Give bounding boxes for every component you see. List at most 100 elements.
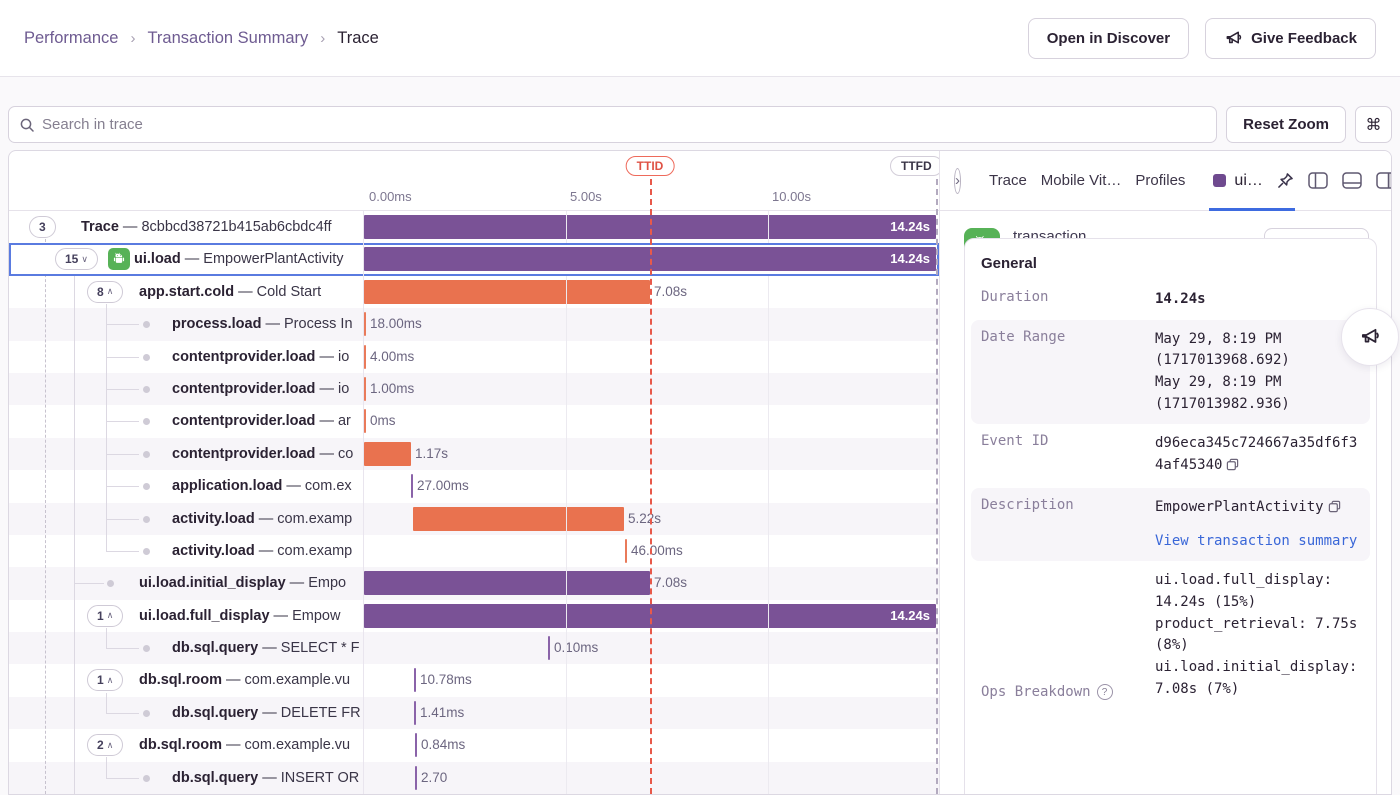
- span-row-label-cell[interactable]: 3Trace — 8cbbcd38721b415ab6cbdc4ff: [9, 211, 364, 243]
- command-shortcut-button[interactable]: ⌘: [1355, 106, 1392, 143]
- span-row-contentprovider.load[interactable]: contentprovider.load — io4.00ms: [9, 341, 939, 373]
- span-duration-bar[interactable]: [364, 345, 366, 369]
- span-row-label-cell[interactable]: activity.load — com.examp: [9, 535, 364, 567]
- span-row-bar-cell[interactable]: 1.17s: [364, 438, 939, 470]
- span-row-label-cell[interactable]: contentprovider.load — io: [9, 373, 364, 405]
- breadcrumb-performance[interactable]: Performance: [24, 29, 118, 48]
- tab-ui-load-active[interactable]: ui…: [1213, 151, 1262, 211]
- span-row-db.sql.room[interactable]: 2∧db.sql.room — com.example.vu0.84ms: [9, 729, 939, 761]
- span-row-bar-cell[interactable]: 0ms: [364, 405, 939, 437]
- span-duration-bar[interactable]: [415, 766, 417, 790]
- span-row-bar-cell[interactable]: 2.70: [364, 762, 939, 794]
- span-row-bar-cell[interactable]: 14.24s: [364, 211, 939, 243]
- span-duration-bar[interactable]: 14.24s: [364, 247, 936, 271]
- tab-profiles[interactable]: Profiles: [1135, 172, 1185, 189]
- span-duration-bar[interactable]: [364, 280, 650, 304]
- help-icon[interactable]: ?: [1097, 684, 1113, 700]
- span-duration-bar[interactable]: [625, 539, 627, 563]
- span-row-ui.load.full_display[interactable]: 1∧ui.load.full_display — Empow14.24s: [9, 600, 939, 632]
- span-row-label-cell[interactable]: contentprovider.load — co: [9, 438, 364, 470]
- span-row-label-cell[interactable]: 1∧db.sql.room — com.example.vu: [9, 664, 364, 696]
- span-duration-bar[interactable]: [364, 377, 366, 401]
- span-row-label-cell[interactable]: db.sql.query — SELECT * F: [9, 632, 364, 664]
- span-row-label-cell[interactable]: 8∧app.start.cold — Cold Start: [9, 276, 364, 308]
- search-input-wrapper[interactable]: [8, 106, 1217, 143]
- span-row-db.sql.query[interactable]: db.sql.query — SELECT * F0.10ms: [9, 632, 939, 664]
- span-row-activity.load[interactable]: activity.load — com.examp5.22s: [9, 503, 939, 535]
- view-transaction-summary-link[interactable]: View transaction summary: [1155, 531, 1357, 553]
- span-row-bar-cell[interactable]: 27.00ms: [364, 470, 939, 502]
- span-row-bar-cell[interactable]: 1.41ms: [364, 697, 939, 729]
- span-duration-bar[interactable]: [364, 312, 366, 336]
- span-duration-bar[interactable]: [415, 733, 417, 757]
- layout-right-icon[interactable]: [1376, 172, 1392, 189]
- span-row-label-cell[interactable]: ui.load.initial_display — Empo: [9, 567, 364, 599]
- span-row-bar-cell[interactable]: 0.84ms: [364, 729, 939, 761]
- span-row-bar-cell[interactable]: 1.00ms: [364, 373, 939, 405]
- span-row-activity.load[interactable]: activity.load — com.examp46.00ms: [9, 535, 939, 567]
- reset-zoom-button[interactable]: Reset Zoom: [1226, 106, 1346, 143]
- feedback-float-button[interactable]: [1341, 308, 1399, 366]
- span-row-label-cell[interactable]: application.load — com.ex: [9, 470, 364, 502]
- layout-bottom-icon[interactable]: [1342, 172, 1362, 189]
- span-row-application.load[interactable]: application.load — com.ex27.00ms: [9, 470, 939, 502]
- copy-icon[interactable]: [1328, 499, 1341, 521]
- pin-icon[interactable]: [1277, 172, 1294, 189]
- layout-left-icon[interactable]: [1308, 172, 1328, 189]
- span-duration-bar[interactable]: [414, 701, 416, 725]
- span-row-db.sql.query[interactable]: db.sql.query — DELETE FR1.41ms: [9, 697, 939, 729]
- span-children-badge[interactable]: 1∧: [87, 669, 123, 691]
- span-row-label-cell[interactable]: process.load — Process In: [9, 308, 364, 340]
- span-duration-bar[interactable]: [548, 636, 550, 660]
- span-duration-bar[interactable]: 14.24s: [364, 604, 936, 628]
- span-row-bar-cell[interactable]: 10.78ms: [364, 664, 939, 696]
- tab-trace[interactable]: Trace: [989, 172, 1027, 189]
- span-row-label-cell[interactable]: db.sql.query — DELETE FR: [9, 697, 364, 729]
- span-row-ui.load.initial_display[interactable]: ui.load.initial_display — Empo7.08s: [9, 567, 939, 599]
- span-row-label-cell[interactable]: contentprovider.load — ar: [9, 405, 364, 437]
- span-row-label-cell[interactable]: 15∨ui.load — EmpowerPlantActivity: [9, 243, 364, 275]
- span-duration-bar[interactable]: [411, 474, 413, 498]
- span-duration-bar[interactable]: [413, 507, 624, 531]
- give-feedback-button[interactable]: Give Feedback: [1205, 18, 1376, 59]
- span-duration-bar[interactable]: [364, 442, 411, 466]
- span-children-badge[interactable]: 8∧: [87, 281, 123, 303]
- span-row-bar-cell[interactable]: 46.00ms: [364, 535, 939, 567]
- span-row-contentprovider.load[interactable]: contentprovider.load — io1.00ms: [9, 373, 939, 405]
- span-row-bar-cell[interactable]: 18.00ms: [364, 308, 939, 340]
- span-row-label-cell[interactable]: db.sql.query — INSERT OR: [9, 762, 364, 794]
- span-duration-bar[interactable]: [414, 668, 416, 692]
- span-duration-bar[interactable]: [364, 409, 366, 433]
- span-row-label-cell[interactable]: 2∧db.sql.room — com.example.vu: [9, 729, 364, 761]
- span-row-label-cell[interactable]: 1∧ui.load.full_display — Empow: [9, 600, 364, 632]
- span-duration-bar[interactable]: 14.24s: [364, 215, 936, 239]
- span-row-bar-cell[interactable]: 14.24s: [364, 600, 939, 632]
- span-row-app.start.cold[interactable]: 8∧app.start.cold — Cold Start7.08s: [9, 276, 939, 308]
- span-row-ui.load[interactable]: 15∨ui.load — EmpowerPlantActivity14.24s: [9, 243, 939, 275]
- span-row-bar-cell[interactable]: 7.08s: [364, 276, 939, 308]
- span-row-bar-cell[interactable]: 4.00ms: [364, 341, 939, 373]
- breadcrumb-transaction-summary[interactable]: Transaction Summary: [147, 29, 308, 48]
- span-duration-bar[interactable]: [364, 571, 650, 595]
- open-in-discover-button[interactable]: Open in Discover: [1028, 18, 1189, 59]
- span-row-process.load[interactable]: process.load — Process In18.00ms: [9, 308, 939, 340]
- span-row-db.sql.query[interactable]: db.sql.query — INSERT OR2.70: [9, 762, 939, 794]
- span-children-badge[interactable]: 1∧: [87, 605, 123, 627]
- span-row-label-cell[interactable]: contentprovider.load — io: [9, 341, 364, 373]
- span-children-badge[interactable]: 15∨: [55, 248, 98, 270]
- span-row-Trace[interactable]: 3Trace — 8cbbcd38721b415ab6cbdc4ff14.24s: [9, 211, 939, 243]
- span-children-badge[interactable]: 2∧: [87, 734, 123, 756]
- copy-icon[interactable]: [1226, 457, 1239, 479]
- span-row-db.sql.room[interactable]: 1∧db.sql.room — com.example.vu10.78ms: [9, 664, 939, 696]
- collapse-panel-icon[interactable]: ›: [954, 168, 961, 194]
- tab-mobile-vitals[interactable]: Mobile Vit…: [1041, 172, 1122, 189]
- span-row-bar-cell[interactable]: 7.08s: [364, 567, 939, 599]
- span-row-bar-cell[interactable]: 5.22s: [364, 503, 939, 535]
- span-row-bar-cell[interactable]: 14.24s: [364, 243, 939, 275]
- span-row-contentprovider.load[interactable]: contentprovider.load — ar0ms: [9, 405, 939, 437]
- span-row-bar-cell[interactable]: 0.10ms: [364, 632, 939, 664]
- span-children-badge[interactable]: 3: [29, 216, 56, 238]
- span-row-contentprovider.load[interactable]: contentprovider.load — co1.17s: [9, 438, 939, 470]
- span-row-label-cell[interactable]: activity.load — com.examp: [9, 503, 364, 535]
- search-input[interactable]: [42, 116, 1206, 133]
